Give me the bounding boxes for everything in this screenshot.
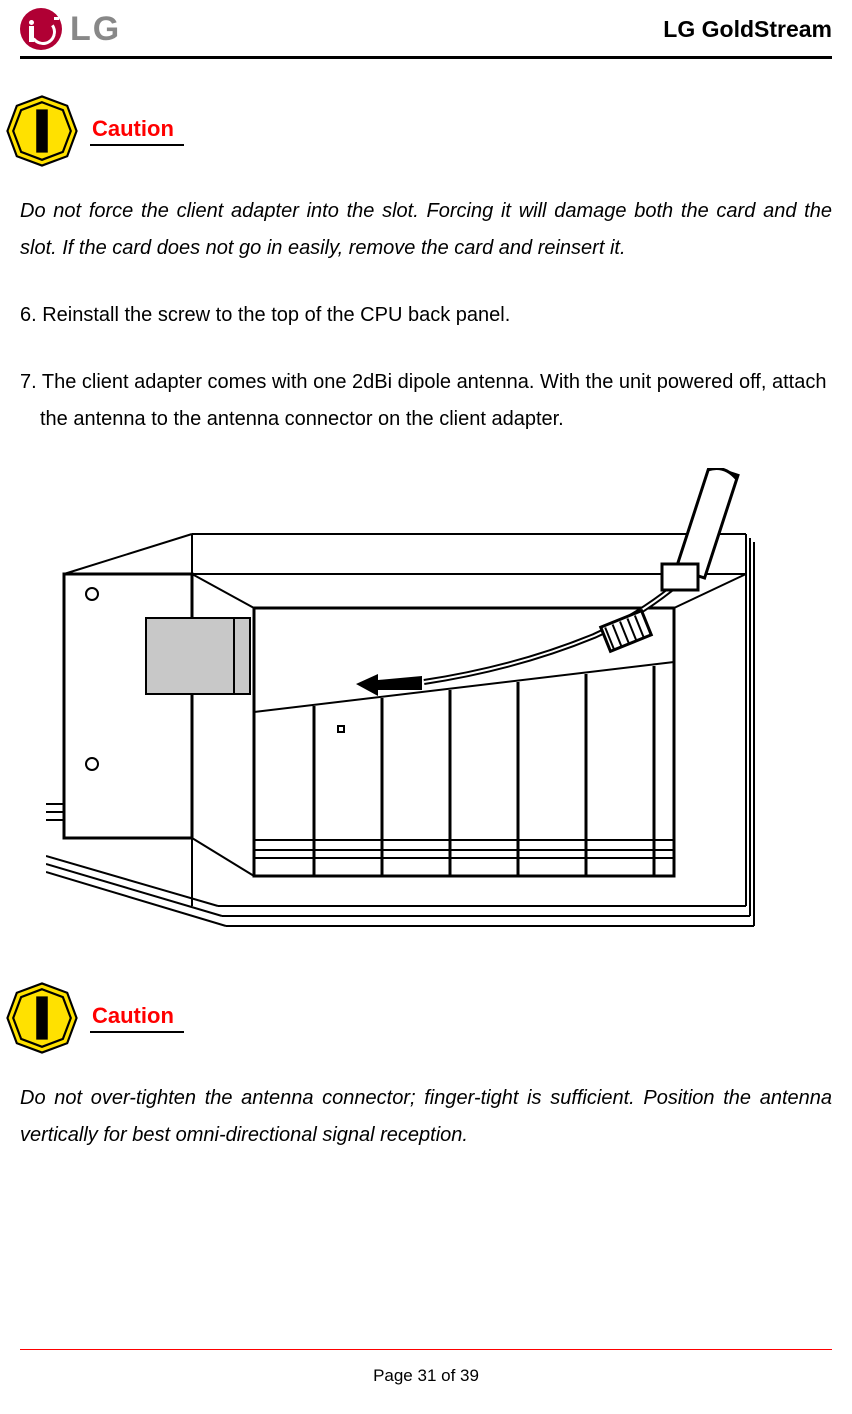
footer-rule [20, 1349, 832, 1350]
caution-icon [6, 982, 78, 1054]
caution-block-1: Caution [6, 95, 832, 167]
caution-label-1: Caution [90, 116, 184, 146]
caution-icon [6, 95, 78, 167]
step-7: 7. The client adapter comes with one 2dB… [20, 364, 832, 438]
page-footer: Page 31 of 39 [20, 1349, 832, 1386]
page-number: Page 31 of 39 [20, 1366, 832, 1386]
brand-logo: LG [20, 8, 121, 50]
caution-block-2: Caution [6, 982, 832, 1054]
caution-label-2: Caution [90, 1003, 184, 1033]
lg-face-icon [20, 8, 62, 50]
caution-text-1: Do not force the client adapter into the… [20, 193, 832, 267]
step-6: 6. Reinstall the screw to the top of the… [20, 297, 832, 334]
antenna-diagram [20, 468, 832, 956]
page-header: LG LG GoldStream [20, 8, 832, 59]
logo-letters: LG [70, 10, 121, 49]
doc-title: LG GoldStream [663, 16, 832, 43]
caution-text-2: Do not over-tighten the antenna connecto… [20, 1080, 832, 1154]
